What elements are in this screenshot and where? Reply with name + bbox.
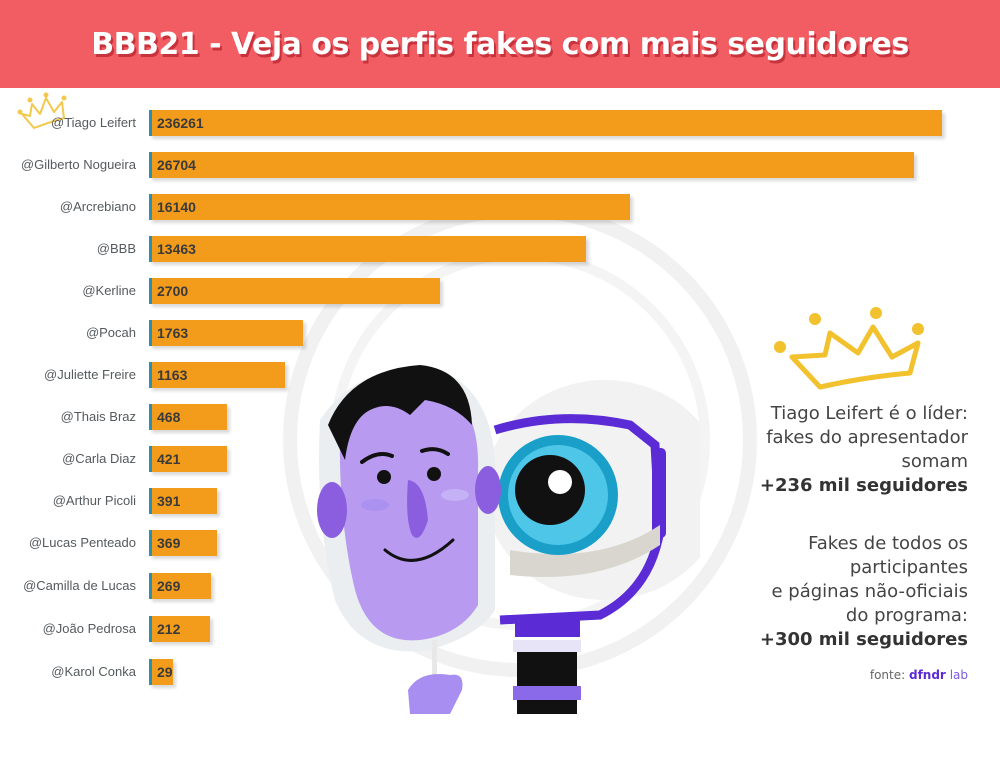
bar-label: @Lucas Penteado: [28, 535, 136, 550]
callout-line: somam: [901, 451, 969, 472]
bar: 13463: [149, 236, 586, 262]
leader-callout: Tiago Leifert é o líder: fakes do aprese…: [760, 402, 968, 498]
bar-label: @João Pedrosa: [42, 621, 136, 636]
bar: 26704: [149, 152, 914, 178]
crown-icon: [17, 92, 67, 129]
bar-label: @Karol Conka: [51, 664, 136, 679]
bar: 29: [149, 659, 173, 685]
bar: 2700: [149, 278, 440, 304]
bar-value: 369: [157, 535, 181, 551]
mask-eye-illustration: [317, 365, 700, 714]
bar-label: @Juliette Freire: [44, 367, 136, 382]
bar: 1163: [149, 362, 285, 388]
bar-row: @Thais Braz 468: [0, 404, 1000, 430]
bar: 1763: [149, 320, 303, 346]
bar-row: @Arcrebiano 16140: [0, 194, 1000, 220]
bar-row: @Tiago Leifert 236261: [0, 110, 1000, 136]
bar-label: @Carla Diaz: [62, 451, 136, 466]
bar-row: @Arthur Picoli 391: [0, 488, 1000, 514]
bar-row: @Carla Diaz 421: [0, 446, 1000, 472]
bar-row: @Lucas Penteado 369: [0, 530, 1000, 556]
callout-line: e páginas não-oficiais: [771, 581, 969, 602]
bar-value: 13463: [157, 241, 196, 257]
bar-value: 1163: [157, 367, 188, 383]
bar-label: @Gilberto Nogueira: [20, 157, 136, 172]
bar-value: 391: [157, 493, 181, 509]
source-prefix: fonte:: [869, 668, 906, 682]
bar: 369: [149, 530, 217, 556]
bar-value: 29: [157, 664, 173, 680]
bar-row: @Pocah 1763: [0, 320, 1000, 346]
bar-row: @Kerline 2700: [0, 278, 1000, 304]
callout-line: participantes: [849, 557, 968, 578]
bar-label: @BBB: [96, 241, 136, 256]
source-brand: dfndr: [908, 668, 946, 682]
bar: 468: [149, 404, 227, 430]
bar-value: 236261: [157, 115, 204, 131]
header-banner: BBB21 - Veja os perfis fakes com mais se…: [0, 0, 1000, 88]
bar-value: 269: [157, 578, 181, 594]
crown-icon-large: [774, 307, 924, 390]
callout-highlight: +300 mil seguidores: [759, 629, 968, 650]
bar-value: 421: [157, 451, 181, 467]
bar: 391: [149, 488, 217, 514]
total-callout: Fakes de todos os participantes e página…: [760, 532, 968, 652]
bar-label: @Camilla de Lucas: [23, 578, 136, 593]
bar-label: @Pocah: [85, 325, 136, 340]
bar: 269: [149, 573, 211, 599]
callout-line: fakes do apresentador: [766, 427, 968, 448]
source-credit: fonte: dfndr lab: [870, 668, 968, 682]
bar: 421: [149, 446, 227, 472]
callout-line: Tiago Leifert é o líder:: [770, 403, 968, 424]
callout-line: Fakes de todos os: [808, 533, 968, 554]
bar-value: 26704: [157, 157, 196, 173]
bar: 16140: [149, 194, 630, 220]
bar: 236261: [149, 110, 942, 136]
bar-row: @Camilla de Lucas 269: [0, 573, 1000, 599]
page-title: BBB21 - Veja os perfis fakes com mais se…: [91, 26, 909, 62]
bar-label: @Tiago Leifert: [51, 115, 136, 130]
bar-value: 468: [157, 409, 181, 425]
bar-row: @Karol Conka 29: [0, 659, 1000, 685]
bar-value: 1763: [157, 325, 189, 341]
bar-label: @Kerline: [82, 283, 136, 298]
bar-label: @Arthur Picoli: [52, 493, 136, 508]
callout-line: do programa:: [845, 605, 968, 626]
bar-label: @Thais Braz: [60, 409, 136, 424]
bar-row: @BBB 13463: [0, 236, 1000, 262]
source-suffix: lab: [949, 668, 968, 682]
bar-label: @Arcrebiano: [59, 199, 136, 214]
bar-value: 16140: [157, 199, 196, 215]
bar-value: 2700: [157, 283, 189, 299]
bar-value: 212: [157, 621, 181, 637]
bar-row: @Juliette Freire 1163: [0, 362, 1000, 388]
bar-row: @Gilberto Nogueira 26704: [0, 152, 1000, 178]
callout-highlight: +236 mil seguidores: [759, 475, 968, 496]
bar: 212: [149, 616, 210, 642]
bar-row: @João Pedrosa 212: [0, 616, 1000, 642]
